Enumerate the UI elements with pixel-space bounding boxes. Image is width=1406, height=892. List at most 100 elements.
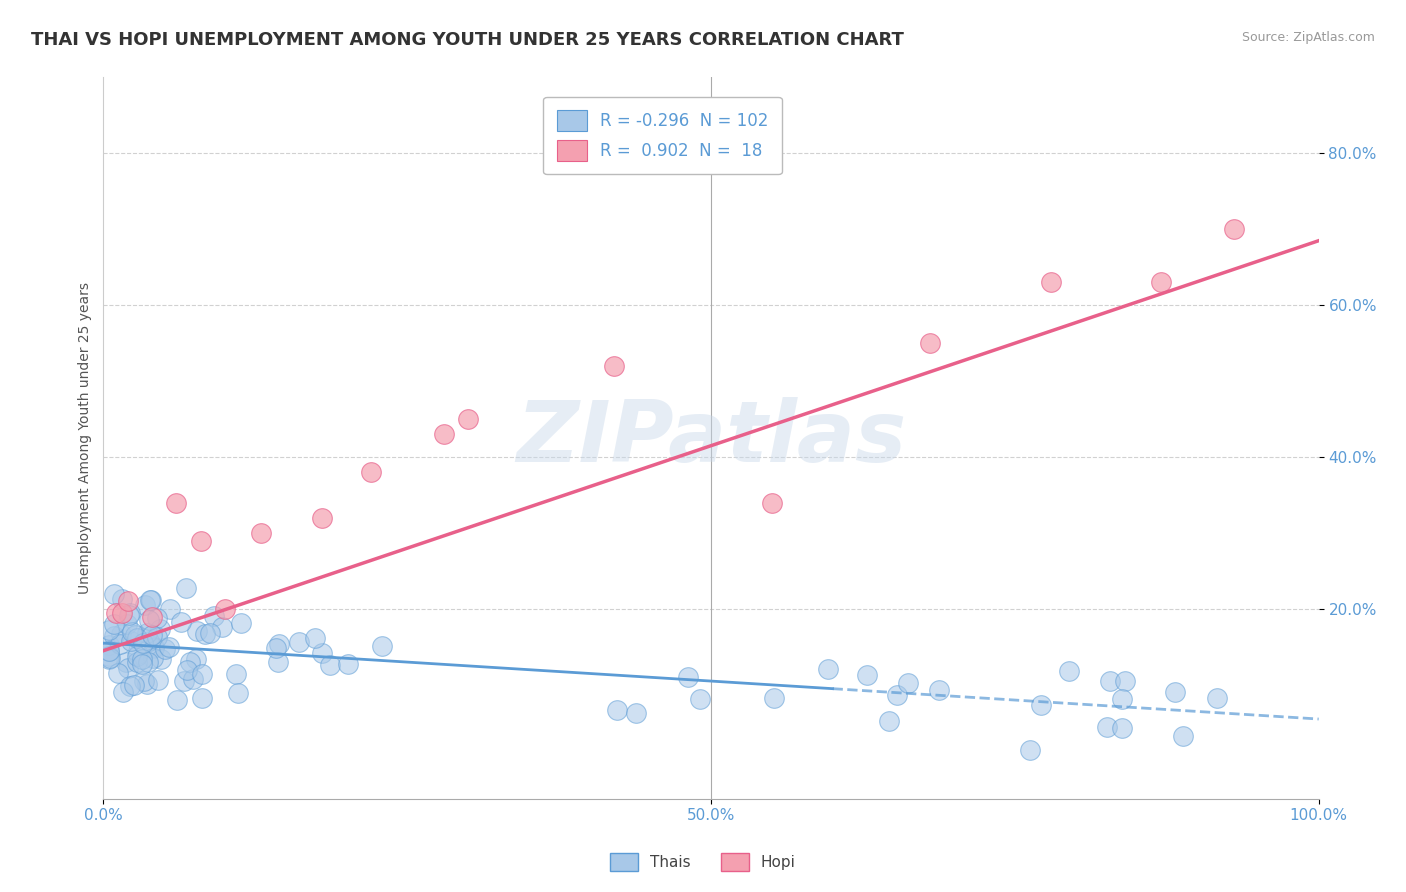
Point: [100, 650, 122, 665]
Point: [108, 636, 131, 650]
Point: [118, 608, 141, 623]
Point: [877, 714, 900, 728]
Point: [311, 511, 333, 525]
Point: [127, 648, 149, 662]
Point: [1111, 691, 1133, 706]
Point: [1164, 685, 1187, 699]
Point: [117, 594, 139, 608]
Point: [146, 673, 169, 687]
Text: ZIPatlas: ZIPatlas: [516, 397, 907, 480]
Point: [304, 631, 326, 645]
Point: [250, 526, 273, 541]
Point: [1029, 698, 1052, 713]
Point: [676, 669, 699, 683]
Point: [150, 652, 173, 666]
Point: [120, 606, 142, 620]
Point: [110, 627, 132, 641]
Point: [98, 651, 121, 665]
Point: [1222, 222, 1244, 236]
Point: [104, 606, 127, 620]
Point: [336, 657, 359, 671]
Point: [132, 636, 155, 650]
Point: [1114, 674, 1136, 689]
Point: [134, 598, 156, 612]
Point: [229, 615, 252, 630]
Point: [110, 606, 132, 620]
Point: [103, 616, 125, 631]
Point: [370, 639, 392, 653]
Point: [98, 639, 121, 653]
Point: [624, 706, 647, 720]
Point: [159, 602, 181, 616]
Point: [141, 628, 163, 642]
Point: [138, 613, 160, 627]
Point: [157, 640, 180, 654]
Point: [111, 685, 134, 699]
Point: [98, 644, 121, 658]
Point: [103, 629, 125, 643]
Point: [186, 624, 208, 639]
Point: [146, 630, 169, 644]
Point: [190, 533, 212, 548]
Point: [457, 412, 479, 426]
Point: [1018, 743, 1040, 757]
Point: [143, 640, 166, 654]
Point: [139, 593, 162, 607]
Point: [98, 648, 121, 663]
Point: [918, 336, 941, 351]
Point: [98, 644, 121, 658]
Point: [136, 625, 159, 640]
Point: [689, 692, 711, 706]
Point: [267, 637, 290, 651]
Point: [202, 608, 225, 623]
Point: [132, 674, 155, 689]
Point: [1171, 729, 1194, 743]
Point: [122, 678, 145, 692]
Point: [1206, 690, 1229, 705]
Point: [173, 673, 195, 688]
Point: [131, 657, 153, 672]
Point: [103, 587, 125, 601]
Text: Source: ZipAtlas.com: Source: ZipAtlas.com: [1241, 31, 1375, 45]
Point: [115, 616, 138, 631]
Point: [267, 655, 290, 669]
Point: [165, 495, 187, 509]
Point: [184, 651, 207, 665]
Point: [1057, 664, 1080, 678]
Point: [886, 688, 908, 702]
Point: [191, 667, 214, 681]
Point: [1111, 722, 1133, 736]
Point: [928, 683, 950, 698]
Point: [111, 591, 134, 606]
Point: [856, 668, 879, 682]
Point: [433, 427, 456, 442]
Point: [120, 634, 142, 648]
Point: [149, 622, 172, 636]
Text: THAI VS HOPI UNEMPLOYMENT AMONG YOUTH UNDER 25 YEARS CORRELATION CHART: THAI VS HOPI UNEMPLOYMENT AMONG YOUTH UN…: [31, 31, 904, 49]
Point: [131, 652, 153, 666]
Point: [142, 640, 165, 655]
Point: [319, 657, 342, 672]
Point: [211, 620, 233, 634]
Point: [763, 690, 786, 705]
Point: [1098, 673, 1121, 688]
Point: [191, 690, 214, 705]
Point: [198, 625, 221, 640]
Y-axis label: Unemployment Among Youth under 25 years: Unemployment Among Youth under 25 years: [79, 282, 93, 594]
Point: [287, 635, 309, 649]
Point: [194, 627, 217, 641]
Point: [166, 692, 188, 706]
Point: [127, 631, 149, 645]
Point: [115, 656, 138, 670]
Point: [1097, 720, 1119, 734]
Point: [170, 615, 193, 630]
Point: [761, 495, 783, 509]
Point: [183, 672, 205, 686]
Point: [311, 646, 333, 660]
Point: [176, 663, 198, 677]
Point: [606, 703, 628, 717]
Point: [264, 641, 287, 656]
Point: [603, 359, 626, 373]
Point: [98, 624, 121, 638]
Point: [138, 634, 160, 648]
